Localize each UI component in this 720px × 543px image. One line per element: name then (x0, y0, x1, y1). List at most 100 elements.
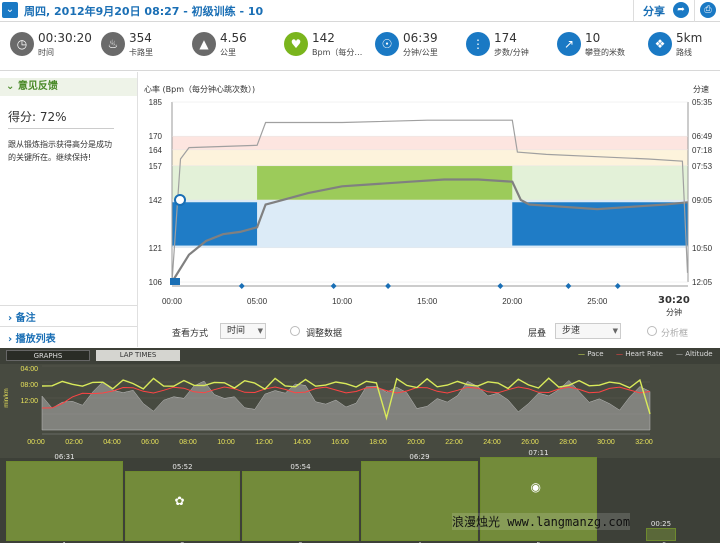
legend-heart-rate: — Heart Rate (616, 350, 663, 358)
notes-link[interactable]: › 备注 (8, 313, 36, 324)
stat-value: 142 (312, 31, 335, 45)
altitude-area (41, 380, 651, 431)
y-tick-label-right: 09:05 (692, 196, 713, 205)
tab-graphs[interactable]: GRAPHS (6, 350, 90, 361)
lap-block[interactable]: 00:25 <6 (646, 520, 676, 543)
y-tick-label-left: 106 (149, 278, 163, 287)
y-tick-label-right: 10:50 (692, 244, 713, 253)
lap-number: 2 (126, 541, 239, 543)
interval-marker-icon (497, 283, 504, 289)
share-button[interactable]: 分享 (643, 5, 665, 18)
y-tick-label-left: 08:00 (20, 382, 38, 389)
lap-block[interactable]: 05:52 ✿ 2 (125, 463, 240, 543)
y-tick-label-left: 185 (149, 98, 163, 107)
playlist-label: 播放列表 (15, 334, 56, 345)
stat-label: 时间 (38, 48, 54, 57)
x-tick-label: 16:00 (331, 439, 349, 446)
lap-pace: 07:11 (528, 449, 549, 457)
overlay-select[interactable]: 步速 ▼ (555, 323, 621, 339)
x-tick-label: 18:00 (369, 439, 387, 446)
interval-marker-icon (238, 283, 245, 289)
x-tick-label: 10:00 (332, 297, 353, 306)
view-mode-select[interactable]: 时间 ▼ (220, 323, 266, 339)
share-icon[interactable]: ➦ (673, 2, 689, 18)
lap-block[interactable]: 05:54 3 (242, 463, 359, 543)
x-tick-label: 06:00 (141, 439, 159, 446)
adjust-data-label: 调整数据 (306, 329, 343, 339)
y-tick-label-right: 06:49 (692, 132, 713, 141)
feedback-panel: ⌄ 意见反馈 得分: 72% 跟从锻炼指示获得高分是成功的关键所在。继续保持! … (0, 72, 138, 347)
stat-label: 步数/分钟 (494, 48, 529, 57)
lap-number: <6 (647, 541, 675, 543)
stat-label: 卡路里 (129, 48, 153, 57)
y-tick-label-right: 05:35 (692, 98, 713, 107)
x-tick-label: 14:00 (293, 439, 311, 446)
x-tick-label: 02:00 (65, 439, 83, 446)
lap-number: 5 (481, 541, 596, 543)
start-flag-icon (170, 278, 180, 285)
view-mode-value: 时间 (227, 326, 246, 336)
x-tick-label: 26:00 (521, 439, 539, 446)
divider (694, 0, 695, 22)
lap-block[interactable]: 07:11 ◉ 5 (480, 449, 597, 543)
y-tick-label-left: 04:00 (20, 366, 38, 373)
interval-marker-icon (385, 283, 392, 289)
lap-pace: 05:52 (172, 463, 193, 471)
y-axis-title-right: 分速 (693, 85, 709, 94)
y-tick-label-left: 157 (149, 162, 163, 171)
heart-icon: ♥ (284, 32, 308, 56)
y-tick-label-left: 121 (149, 244, 163, 253)
chart-svg[interactable]: 185 05:35 170 06:49 164 07:18 157 07:53 142 09:05… (140, 72, 720, 347)
lap-pace: 05:54 (290, 463, 311, 471)
stat-label: 路线 (676, 48, 692, 57)
legend-altitude: — Altitude (676, 350, 713, 358)
start-marker-icon (174, 193, 186, 206)
x-tick-label: 04:00 (103, 439, 121, 446)
y-tick-label-right: 12:05 (692, 278, 713, 287)
feedback-heading[interactable]: ⌄ 意见反馈 (0, 78, 137, 96)
end-time-label: 30:20 (658, 295, 690, 306)
playlist-link[interactable]: › 播放列表 (8, 334, 56, 345)
series-line-heart-rate (171, 178, 688, 283)
legend-hr-label: Heart Rate (625, 350, 663, 358)
pace-graph-svg[interactable]: 04:00 08:00 12:00 min/km 00:00 02:00 04:00 06:0… (0, 348, 720, 458)
chevron-down-icon: ▼ (257, 327, 263, 335)
collapse-chevron-icon[interactable]: ⌄ (2, 2, 18, 18)
footprint-icon: ⋮ (466, 32, 490, 56)
y-axis-title-left: min/km (4, 388, 10, 407)
x-tick-label: 25:00 (587, 297, 608, 306)
divider (0, 326, 137, 327)
turtle-icon: ◉ (530, 480, 541, 494)
pace-graph-panel: GRAPHS LAP TIMES — Pace — Heart Rate — A… (0, 348, 720, 543)
route-icon: ❖ (648, 32, 672, 56)
print-icon[interactable]: ⎙ (700, 2, 716, 18)
view-mode-label: 查看方式 (172, 329, 209, 339)
x-tick-label: 32:00 (635, 439, 653, 446)
tab-lap-times[interactable]: LAP TIMES (96, 350, 180, 361)
road-icon: ▲ (192, 32, 216, 56)
legend-pace: — Pace (578, 350, 604, 358)
speed-icon: ☉ (375, 32, 399, 56)
lap-block[interactable]: 06:31 1 (6, 453, 123, 543)
lap-block[interactable]: 06:29 4 (361, 453, 478, 543)
lap-pace: 06:31 (54, 453, 75, 461)
x-tick-label: 20:00 (407, 439, 425, 446)
stat-value: 4.56 (220, 31, 247, 45)
analyze-label: 分析框 (661, 329, 689, 339)
lap-pace: 06:29 (409, 453, 430, 461)
divider (0, 305, 137, 306)
stat-value: 10 (585, 31, 601, 45)
notes-label: 备注 (15, 313, 36, 324)
analyze-toggle[interactable] (647, 326, 657, 336)
heart-rate-line (41, 386, 651, 409)
x-tick-label: 00:00 (162, 297, 183, 306)
rabbit-icon: ✿ (174, 494, 185, 508)
x-tick-label: 20:00 (502, 297, 523, 306)
x-tick-label: 12:00 (255, 439, 273, 446)
y-tick-label-left: 170 (149, 132, 163, 141)
adjust-data-toggle[interactable] (290, 326, 300, 336)
stat-label: 公里 (220, 48, 236, 57)
stat-label: 分钟/公里 (403, 48, 438, 57)
x-tick-label: 22:00 (445, 439, 463, 446)
y-axis-title-left: 心率 (Bpm（每分钟心跳次数）) (144, 85, 256, 94)
